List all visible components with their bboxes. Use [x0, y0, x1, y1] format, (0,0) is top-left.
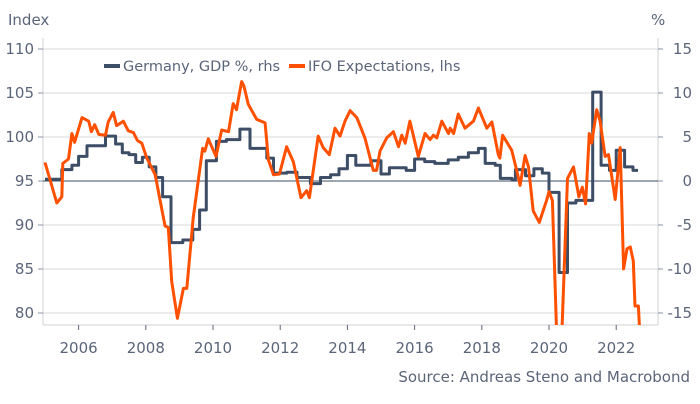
x-tick-label: 2006	[60, 339, 98, 357]
right-tick-label: 15	[673, 40, 692, 58]
left-tick-label: 100	[5, 128, 34, 146]
x-tick-label: 2014	[328, 339, 366, 357]
left-tick-label: 95	[15, 172, 34, 190]
x-tick-label: 2018	[463, 339, 501, 357]
x-tick-label: 2022	[597, 339, 635, 357]
right-tick-label: 10	[673, 84, 692, 102]
series-line-ifo	[43, 80, 641, 325]
right-axis-ticks: 15 10 5 0 -5 -10 -15	[658, 40, 692, 322]
right-tick-label: 5	[682, 128, 692, 146]
x-tick-label: 2020	[530, 339, 568, 357]
left-tick-label: 80	[15, 304, 34, 322]
left-tick-label: 90	[15, 216, 34, 234]
source-note: Source: Andreas Steno and Macrobond	[398, 368, 690, 386]
right-axis-label: %	[651, 11, 665, 29]
legend-label-ifo: IFO Expectations, lhs	[308, 59, 460, 75]
right-tick-label: -5	[677, 216, 692, 234]
legend: Germany, GDP %, rhs IFO Expectations, lh…	[104, 59, 460, 75]
x-tick-label: 2012	[261, 339, 299, 357]
series-line-gdp	[45, 90, 638, 274]
x-tick-label: 2010	[194, 339, 232, 357]
legend-label-gdp: Germany, GDP %, rhs	[123, 59, 280, 75]
left-tick-label: 105	[5, 84, 34, 102]
right-tick-label: -15	[668, 304, 693, 322]
x-axis-ticks: 2006 2008 2010 2012 2014 2016 2018 2020 2022	[60, 325, 635, 357]
x-tick-label: 2016	[396, 339, 434, 357]
x-tick-label: 2008	[127, 339, 165, 357]
right-tick-label: -10	[668, 260, 693, 278]
left-axis-ticks: 110 105 100 95 90 85 80	[5, 40, 43, 322]
axes	[42, 38, 659, 326]
left-tick-label: 85	[15, 260, 34, 278]
left-axis-label: Index	[8, 11, 49, 29]
right-tick-label: 0	[682, 172, 692, 190]
left-tick-label: 110	[5, 40, 34, 58]
